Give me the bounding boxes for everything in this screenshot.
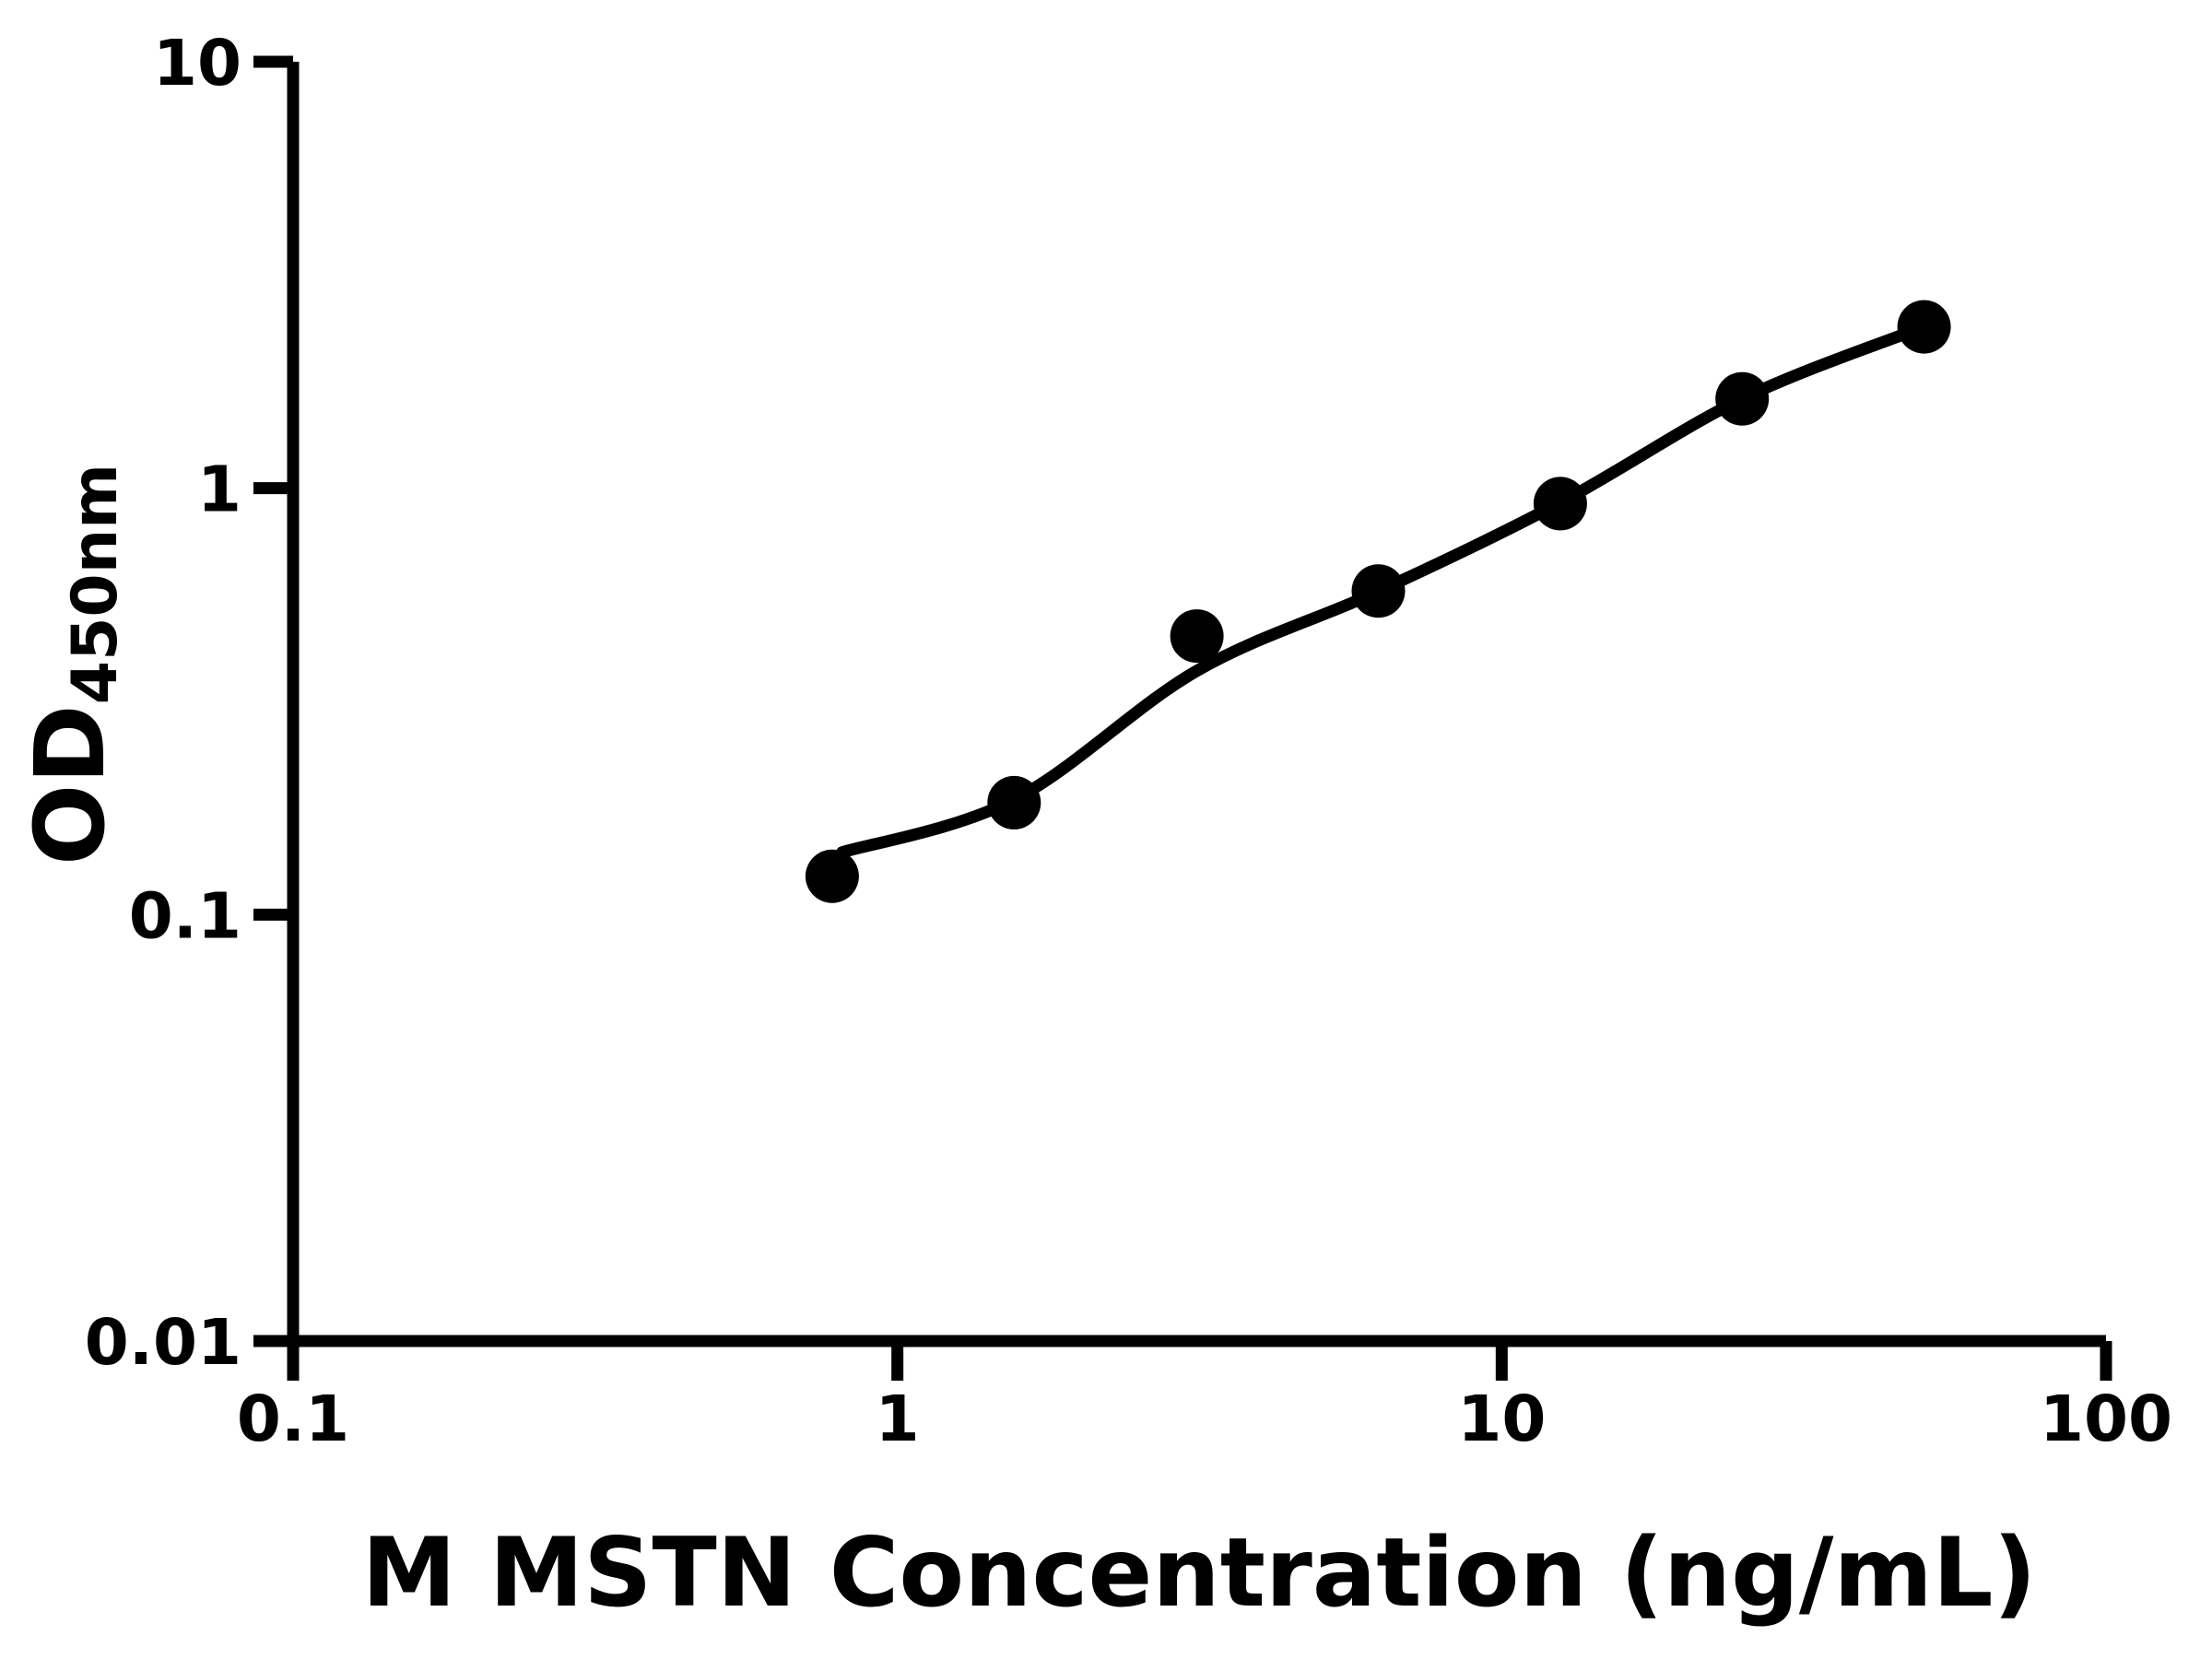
y-axis-title: OD450nm (14, 464, 132, 865)
data-point (805, 849, 859, 903)
y-tick-label: 0.01 (85, 1306, 241, 1380)
data-point (1170, 609, 1224, 664)
x-tick-label: 100 (2040, 1382, 2172, 1456)
y-tick-labels: 10 1 0.1 0.01 (85, 27, 241, 1380)
data-points (805, 300, 1951, 903)
y-tick-label: 1 (197, 453, 241, 527)
data-point (1715, 371, 1770, 426)
x-axis-title: M MSTN Concentration (ng/mL) (361, 1518, 2036, 1629)
data-point (1533, 477, 1587, 531)
data-point (987, 775, 1041, 830)
data-point (1897, 300, 1951, 354)
axes (253, 55, 2112, 1381)
y-tick-label: 10 (153, 27, 241, 100)
y-tick-label: 0.1 (129, 879, 241, 953)
x-tick-label: 10 (1457, 1382, 1546, 1456)
x-tick-label: 1 (876, 1382, 920, 1456)
y-axis-title-main: OD (14, 704, 126, 865)
y-axis-title-subscript: 450nm (59, 464, 132, 704)
x-tick-label: 0.1 (237, 1382, 349, 1456)
x-tick-labels: 0.1 1 10 100 (237, 1382, 2172, 1456)
data-point (1351, 564, 1406, 618)
